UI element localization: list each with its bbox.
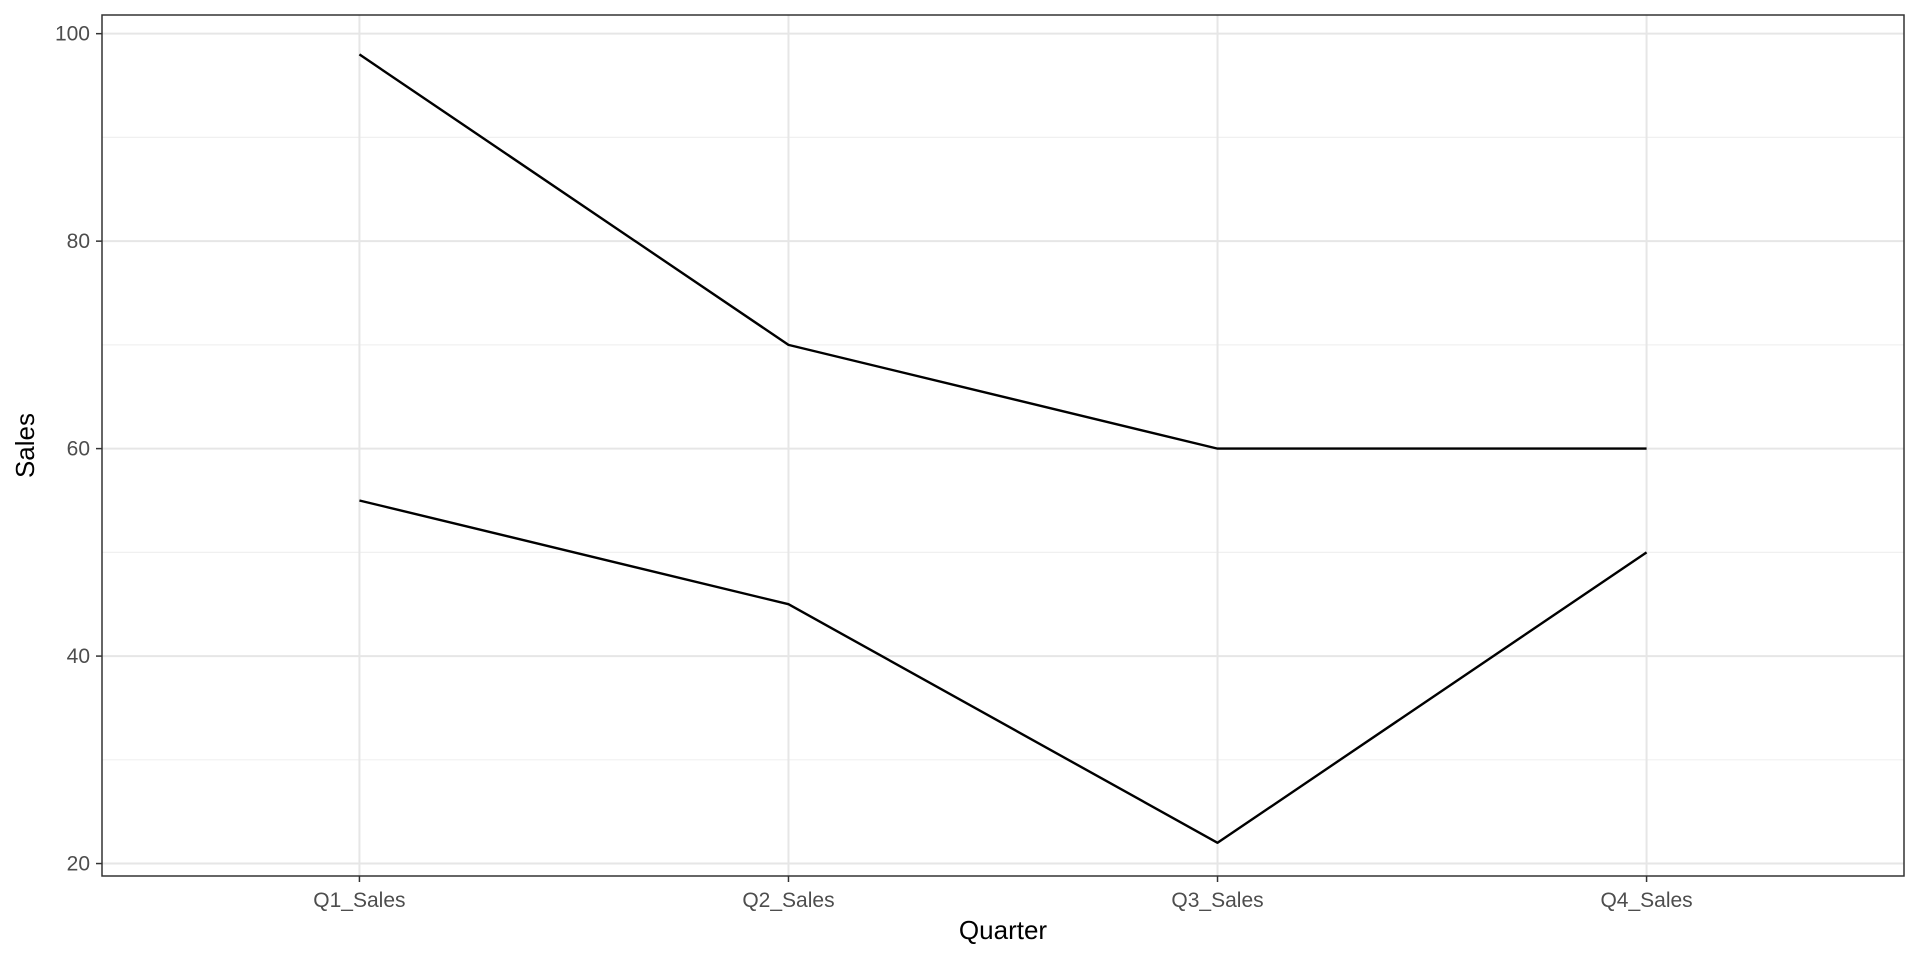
x-tick-label: Q4_Sales (1600, 889, 1692, 912)
series-lines (358, 53, 1648, 845)
x-axis-title: Quarter (959, 915, 1047, 945)
y-tick-label: 100 (55, 23, 90, 46)
panel-border (101, 14, 1905, 877)
y-tick-label: 40 (67, 645, 90, 668)
y-axis-title: Sales (10, 413, 40, 478)
y-tick-label: 60 (67, 438, 90, 461)
x-tick-label: Q1_Sales (313, 889, 405, 912)
x-tick-label: Q3_Sales (1171, 889, 1263, 912)
axes: 20 40 60 80 100 Q1_Sales Q2_Sales Q3_Sales Q4_Sa… (55, 23, 1693, 912)
series-line-1 (358, 53, 1647, 450)
grid-lines (102, 15, 1904, 876)
series-line-2 (359, 499, 1648, 845)
y-tick-label: 80 (67, 230, 90, 253)
x-tick-label: Q2_Sales (742, 889, 834, 912)
y-tick-label: 20 (67, 853, 90, 876)
